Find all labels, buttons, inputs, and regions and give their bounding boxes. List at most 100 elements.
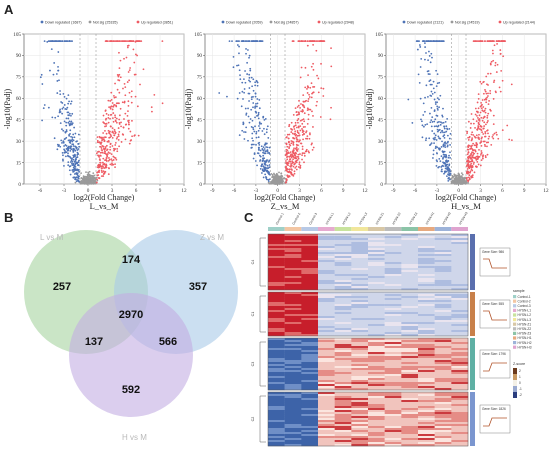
heatmap-cell xyxy=(418,284,435,287)
heatmap-cell xyxy=(301,376,319,379)
y-tick-label: 75 xyxy=(378,75,384,81)
heatmap-cell xyxy=(418,302,435,305)
point-up-regulated xyxy=(483,109,486,112)
point-down-regulated xyxy=(58,79,60,82)
point-down-regulated xyxy=(433,132,436,135)
heatmap-cell xyxy=(434,254,452,257)
point-not-significant xyxy=(456,179,459,182)
point-down-regulated xyxy=(251,85,254,88)
heatmap-cell xyxy=(318,246,335,249)
sample-legend-swatch xyxy=(513,308,517,312)
heatmap-cell xyxy=(268,262,285,265)
heatmap-cell xyxy=(284,298,302,301)
heatmap-cell xyxy=(334,354,352,357)
heatmap-cell xyxy=(418,430,435,433)
heatmap-cell xyxy=(418,340,435,343)
heatmap-cell xyxy=(401,312,419,315)
point-up-regulated xyxy=(469,165,472,168)
heatmap-cell xyxy=(268,296,285,299)
heatmap-cell xyxy=(434,372,452,375)
heatmap-cell xyxy=(334,430,352,433)
heatmap-cell xyxy=(401,272,419,275)
heatmap-cell xyxy=(318,386,335,389)
point-down-regulated xyxy=(61,107,64,110)
point-up-regulated xyxy=(119,59,122,62)
point-down-regulated xyxy=(434,101,437,103)
heatmap-cell xyxy=(451,370,469,373)
heatmap-cell xyxy=(334,328,352,331)
heatmap-cell xyxy=(418,408,435,411)
point-up-regulated xyxy=(304,125,306,128)
point-up-regulated xyxy=(484,132,487,135)
heatmap-cell xyxy=(318,396,335,399)
point-up-regulated xyxy=(106,154,108,157)
point-down-regulated xyxy=(63,40,66,43)
y-tick-label: 15 xyxy=(378,160,384,166)
point-down-regulated xyxy=(430,83,433,86)
legend-marker xyxy=(450,20,454,24)
heatmap-cell xyxy=(301,432,319,435)
sample-legend-swatch xyxy=(513,331,517,335)
point-not-significant xyxy=(273,172,275,175)
heatmap-cell xyxy=(434,378,452,381)
heatmap-cell xyxy=(418,414,435,417)
heatmap-cell xyxy=(301,320,319,323)
heatmap-cell xyxy=(368,262,385,265)
heatmap-cell xyxy=(451,252,469,255)
heatmap-cell xyxy=(284,328,302,331)
point-not-significant xyxy=(280,172,283,175)
x-tick-label: 6 xyxy=(320,188,323,194)
point-up-regulated xyxy=(466,172,469,175)
point-down-regulated xyxy=(75,162,78,165)
heatmap-cell xyxy=(384,260,402,263)
heatmap-cell xyxy=(384,436,402,439)
heatmap-cell xyxy=(418,422,435,425)
point-up-regulated xyxy=(101,161,104,164)
heatmap-cell xyxy=(418,322,435,325)
heatmap-cell xyxy=(318,272,335,275)
heatmap-cell xyxy=(401,424,419,427)
heatmap-cell xyxy=(434,268,452,271)
point-up-regulated xyxy=(311,148,314,151)
heatmap-cell xyxy=(284,270,302,273)
heatmap-cell xyxy=(301,340,319,343)
heatmap-cell xyxy=(368,358,385,361)
heatmap-cell xyxy=(434,426,452,429)
heatmap-cell xyxy=(268,398,285,401)
column-annotation-bar xyxy=(318,227,335,231)
heatmap-cell xyxy=(451,352,469,355)
point-down-regulated xyxy=(432,149,435,152)
point-up-regulated xyxy=(484,156,487,159)
y-tick-label: 105 xyxy=(375,32,383,38)
heatmap-cell xyxy=(368,352,385,355)
point-up-regulated xyxy=(307,74,309,77)
heatmap-cell xyxy=(401,376,419,379)
heatmap-cell xyxy=(284,430,302,433)
point-up-regulated xyxy=(471,131,474,134)
heatmap-cell xyxy=(368,374,385,377)
point-down-regulated xyxy=(424,96,426,99)
point-not-significant xyxy=(462,177,465,180)
point-down-regulated xyxy=(429,143,432,146)
point-up-regulated xyxy=(486,114,489,117)
point-down-regulated xyxy=(61,151,64,154)
point-down-regulated xyxy=(73,170,75,173)
point-up-regulated xyxy=(476,161,479,163)
heatmap-cell xyxy=(268,248,285,251)
venn-region-lh: 137 xyxy=(85,336,103,348)
point-up-regulated xyxy=(139,83,141,86)
heatmap-cell xyxy=(451,278,469,281)
point-down-regulated xyxy=(449,172,452,175)
heatmap-cell xyxy=(268,314,285,317)
point-up-regulated xyxy=(475,166,478,168)
point-down-regulated xyxy=(62,154,64,157)
point-up-regulated xyxy=(107,114,110,116)
point-down-regulated xyxy=(436,146,439,149)
point-up-regulated xyxy=(293,172,296,175)
point-up-regulated xyxy=(492,98,495,100)
heatmap-cell xyxy=(351,240,369,243)
heatmap-cell xyxy=(334,392,352,395)
point-up-regulated xyxy=(479,125,482,128)
point-up-regulated xyxy=(480,101,483,104)
point-down-regulated xyxy=(236,64,238,67)
